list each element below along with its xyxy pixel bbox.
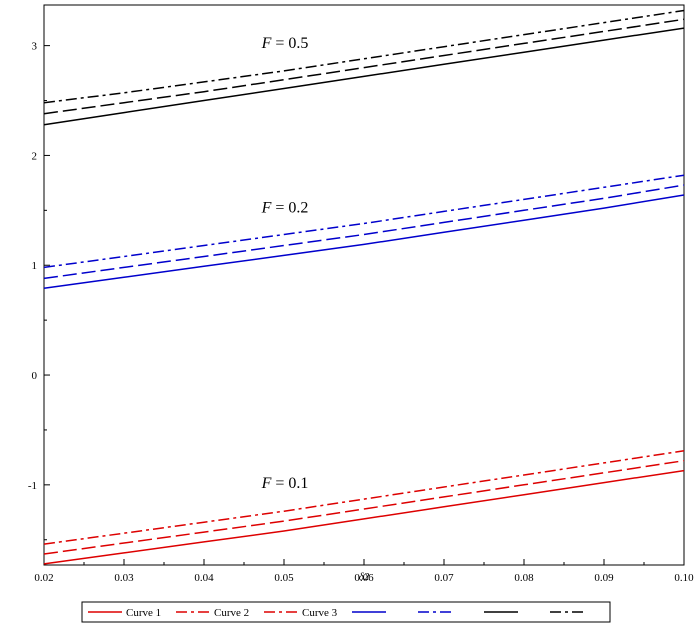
y-tick-label: -1 (28, 480, 37, 492)
legend-box (81, 601, 611, 623)
x-tick-label: 0.07 (434, 572, 454, 584)
annotation-label: F = 0.5 (261, 35, 309, 52)
x-tick-label: 0.08 (514, 572, 534, 584)
annotation-variable: F (261, 35, 272, 52)
annotations: F = 0.5F = 0.2F = 0.1 (261, 35, 309, 492)
annotation-label: F = 0.2 (261, 200, 309, 217)
series-line-2 (43, 459, 685, 555)
annotation-variable: F (261, 475, 272, 492)
series-lines (43, 9, 685, 565)
annotation-value: = 0.2 (271, 200, 308, 217)
legend-label: Curve 1 (126, 607, 161, 619)
series-line-7 (43, 27, 685, 126)
x-tick-label: 0.09 (594, 572, 614, 584)
x-axis-label: δ2 (359, 571, 370, 583)
annotation-label: F = 0.1 (261, 475, 309, 492)
series-line-9 (43, 9, 685, 104)
legend-label: Curve 3 (302, 607, 338, 619)
annotation-value: = 0.1 (271, 475, 308, 492)
y-tick-label: 0 (32, 370, 38, 382)
series-line-6 (43, 174, 685, 269)
series-line-3 (43, 450, 685, 545)
x-tick-label: 0.05 (274, 572, 294, 584)
plot-frame (43, 4, 685, 566)
x-tick-label: 0.10 (674, 572, 694, 584)
series-line-1 (43, 469, 685, 565)
series-line-8 (43, 18, 685, 115)
series-line-5 (43, 184, 685, 280)
y-tick-label: 3 (32, 41, 38, 53)
series-line-4 (43, 194, 685, 290)
legend-label: Curve 2 (214, 607, 249, 619)
y-tick-label: 1 (32, 260, 38, 272)
legend: Curve 1 Curve 2 Curve 3 (81, 601, 611, 623)
annotation-value: = 0.5 (271, 35, 308, 52)
annotation-variable: F (261, 200, 272, 217)
y-tick-label: 2 (32, 150, 38, 162)
x-tick-label: 0.04 (194, 572, 214, 584)
x-tick-label: 0.03 (114, 572, 134, 584)
axes: 0.02 0.03 0.04 0.05 0.06 0.07 0.08 0.09 0.10 δ2 -1… (28, 4, 694, 584)
x-tick-label: 0.06 (354, 572, 374, 584)
x-tick-label: 0.02 (34, 572, 53, 584)
